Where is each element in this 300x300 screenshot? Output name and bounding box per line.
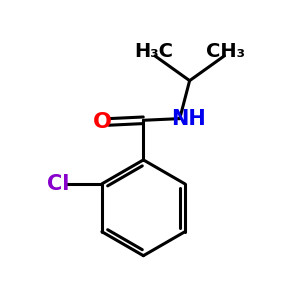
Text: Cl: Cl (47, 174, 70, 194)
Text: O: O (93, 112, 112, 132)
Text: CH₃: CH₃ (206, 42, 245, 62)
Text: NH: NH (172, 109, 206, 129)
Text: H₃C: H₃C (134, 42, 173, 62)
